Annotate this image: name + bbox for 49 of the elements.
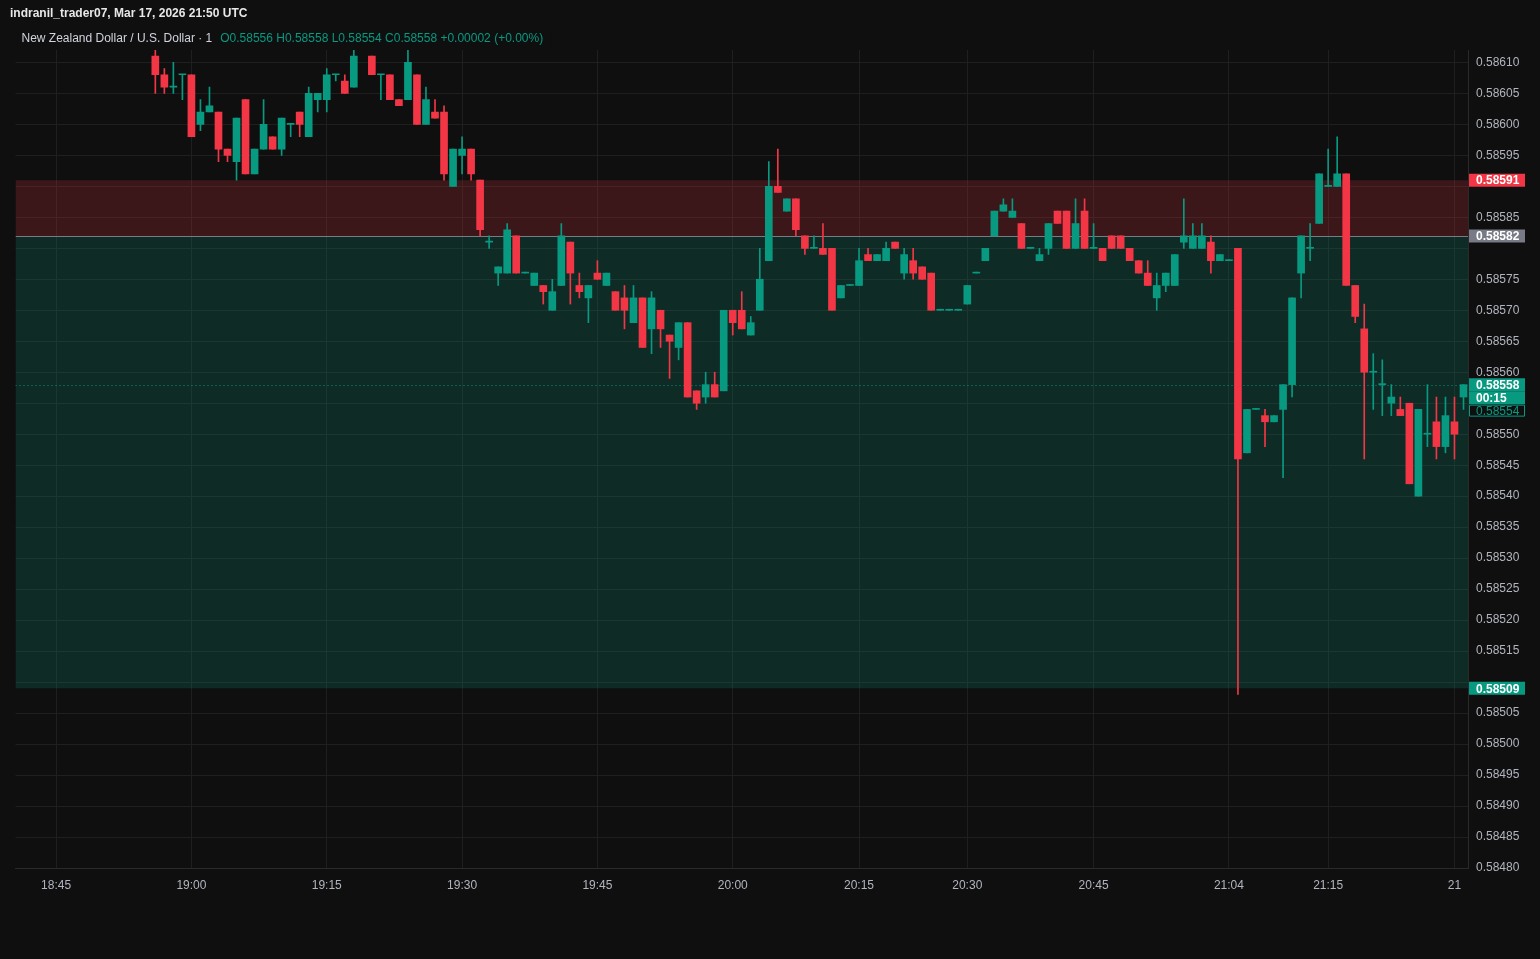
y-tick-label: 0.58490 [1476,798,1520,813]
text: 00:15 [1476,390,1508,405]
x-tick-label: 18:45 [41,877,72,892]
x-tick-label: 19:45 [582,877,613,892]
y-tick-label: 0.58560 [1476,364,1520,379]
y-tick-label: 0.58480 [1476,860,1520,875]
band-label: 0.58509 [1476,681,1520,696]
x-tick-label: 19:00 [176,877,207,892]
y-tick-label: 0.58610 [1476,54,1520,69]
y-tick-label: 0.58530 [1476,550,1520,565]
y-tick-label: 0.58495 [1476,767,1520,782]
candlestick [1261,409,1269,447]
y-tick-label: 0.58535 [1476,519,1520,534]
x-tick-label: 20:45 [1078,877,1109,892]
y-tick-label: 0.58540 [1476,488,1520,503]
ref-line-label: 0.58582 [1476,229,1520,244]
y-tick-label: 0.58500 [1476,736,1520,751]
x-tick-label: 21 [1447,877,1462,892]
candlestick [810,235,818,249]
x-tick-label: 20:30 [952,877,983,892]
ref-line-label: 0.58558 [1476,377,1520,392]
y-tick-label: 0.58570 [1476,302,1520,317]
x-tick-label: 20:15 [844,877,875,892]
y-tick-label: 0.58605 [1476,85,1520,100]
y-tick-label: 0.58565 [1476,333,1520,348]
x-tick-label: 19:30 [447,877,478,892]
x-tick-label: 19:15 [311,877,343,892]
y-tick-label: 0.58600 [1476,116,1520,131]
candlestick [774,148,782,193]
y-tick-label: 0.58595 [1476,147,1520,162]
y-tick-label: 0.58525 [1476,581,1520,596]
y-tick-label: 0.58550 [1476,426,1520,441]
y-tick-label: 0.58520 [1476,612,1520,627]
text: O0.58556 H0.58558 L0.58554 C0.58558 +0.00002 (+0.00%) [220,31,544,46]
y-tick-label: 0.58585 [1476,209,1520,224]
y-tick-label: 0.58485 [1476,829,1520,844]
text: 0.58554 [1476,403,1520,418]
band-label: 0.58591 [1476,173,1520,188]
y-tick-label: 0.58505 [1476,705,1520,720]
x-tick-label: 21:04 [1213,877,1245,892]
x-tick-label: 20:00 [717,877,749,892]
candlestick [377,73,385,100]
y-tick-label: 0.58545 [1476,457,1520,472]
text: indranil_trader07, Mar 17, 2026 21:50 UTC [10,6,248,20]
x-tick-label: 21:15 [1313,877,1344,892]
chart-title: New Zealand Dollar / U.S. Dollar · 1 [21,31,213,46]
y-tick-label: 0.58575 [1476,271,1520,286]
candlestick [1387,384,1396,416]
y-tick-label: 0.58515 [1476,643,1520,658]
